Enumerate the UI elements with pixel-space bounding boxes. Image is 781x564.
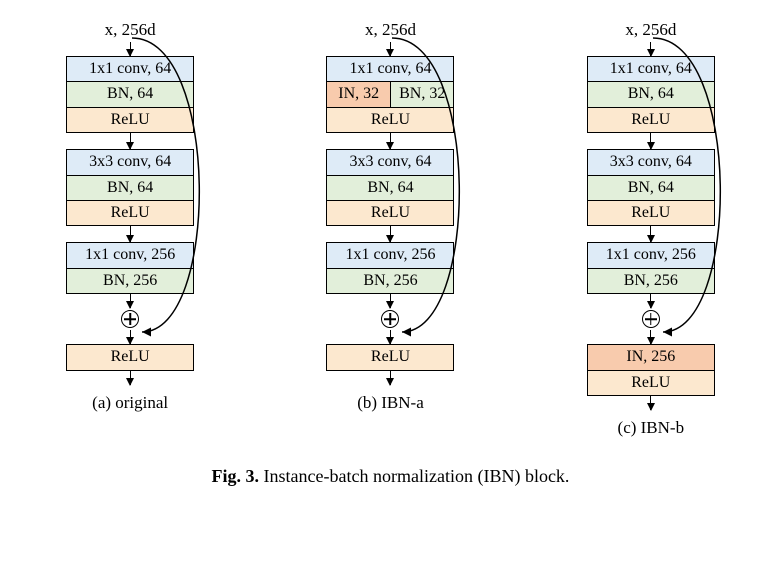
arrow-icon <box>650 294 651 308</box>
block4: ReLU <box>326 344 454 370</box>
column-ibn-b: x, 256d 1x1 conv, 64 BN, 64 ReLU 3x3 con… <box>536 20 766 438</box>
figure-caption-text: Instance-batch normalization (IBN) block… <box>259 466 569 486</box>
relu-layer: ReLU <box>326 344 454 370</box>
conv-layer: 3x3 conv, 64 <box>587 149 715 175</box>
bn-layer: BN, 64 <box>66 82 194 107</box>
bn-layer: BN, 64 <box>587 82 715 107</box>
arrow-icon <box>650 226 651 242</box>
block4: ReLU <box>66 344 194 370</box>
bn-layer: BN, 256 <box>326 269 454 294</box>
ibn-split-row: IN, 32 BN, 32 <box>326 82 454 107</box>
block2: 3x3 conv, 64 BN, 64 ReLU <box>66 149 194 226</box>
arrow-icon <box>390 42 391 56</box>
block3: 1x1 conv, 256 BN, 256 <box>587 242 715 294</box>
add-op-icon <box>642 310 660 328</box>
conv-layer: 1x1 conv, 256 <box>326 242 454 268</box>
column-ibn-a: x, 256d 1x1 conv, 64 IN, 32 BN, 32 ReLU … <box>275 20 505 413</box>
figure-caption: Fig. 3. Instance-batch normalization (IB… <box>10 466 771 487</box>
conv-layer: 3x3 conv, 64 <box>66 149 194 175</box>
block1: 1x1 conv, 64 BN, 64 ReLU <box>66 56 194 133</box>
relu-layer: ReLU <box>66 201 194 226</box>
input-label: x, 256d <box>105 20 156 40</box>
in-layer: IN, 32 <box>326 82 390 107</box>
arrow-icon <box>130 133 131 149</box>
bn-layer: BN, 32 <box>390 82 455 107</box>
bn-layer: BN, 256 <box>66 269 194 294</box>
conv-layer: 1x1 conv, 256 <box>66 242 194 268</box>
column-original: x, 256d 1x1 conv, 64 BN, 64 ReLU 3x3 con… <box>15 20 245 413</box>
relu-layer: ReLU <box>326 201 454 226</box>
block1: 1x1 conv, 64 BN, 64 ReLU <box>587 56 715 133</box>
input-label: x, 256d <box>625 20 676 40</box>
subcaption: (c) IBN-b <box>618 418 685 438</box>
arrow-icon <box>390 294 391 308</box>
arrow-icon <box>650 133 651 149</box>
relu-layer: ReLU <box>66 344 194 370</box>
arrow-icon <box>650 42 651 56</box>
conv-layer: 3x3 conv, 64 <box>326 149 454 175</box>
add-op-icon <box>121 310 139 328</box>
conv-layer: 1x1 conv, 64 <box>587 56 715 82</box>
input-label: x, 256d <box>365 20 416 40</box>
subcaption: (b) IBN-a <box>357 393 424 413</box>
ibn-figure: x, 256d 1x1 conv, 64 BN, 64 ReLU 3x3 con… <box>10 20 771 438</box>
block2: 3x3 conv, 64 BN, 64 ReLU <box>587 149 715 226</box>
arrow-icon <box>390 371 391 385</box>
relu-layer: ReLU <box>587 201 715 226</box>
in-layer: IN, 256 <box>587 344 715 370</box>
block4: IN, 256 ReLU <box>587 344 715 396</box>
relu-layer: ReLU <box>587 108 715 133</box>
bn-layer: BN, 64 <box>326 176 454 201</box>
arrow-icon <box>650 396 651 410</box>
subcaption: (a) original <box>92 393 168 413</box>
arrow-icon <box>650 330 651 344</box>
arrow-icon <box>130 42 131 56</box>
arrow-icon <box>130 294 131 308</box>
relu-layer: ReLU <box>587 371 715 396</box>
arrow-icon <box>130 226 131 242</box>
conv-layer: 1x1 conv, 64 <box>326 56 454 82</box>
bn-layer: BN, 64 <box>66 176 194 201</box>
relu-layer: ReLU <box>326 108 454 133</box>
figure-caption-number: Fig. 3. <box>212 466 260 486</box>
add-op-icon <box>381 310 399 328</box>
arrow-icon <box>130 371 131 385</box>
block3: 1x1 conv, 256 BN, 256 <box>66 242 194 294</box>
conv-layer: 1x1 conv, 64 <box>66 56 194 82</box>
block2: 3x3 conv, 64 BN, 64 ReLU <box>326 149 454 226</box>
arrow-icon <box>130 330 131 344</box>
arrow-icon <box>390 226 391 242</box>
bn-layer: BN, 256 <box>587 269 715 294</box>
block1: 1x1 conv, 64 IN, 32 BN, 32 ReLU <box>326 56 454 133</box>
block3: 1x1 conv, 256 BN, 256 <box>326 242 454 294</box>
conv-layer: 1x1 conv, 256 <box>587 242 715 268</box>
arrow-icon <box>390 133 391 149</box>
arrow-icon <box>390 330 391 344</box>
relu-layer: ReLU <box>66 108 194 133</box>
bn-layer: BN, 64 <box>587 176 715 201</box>
